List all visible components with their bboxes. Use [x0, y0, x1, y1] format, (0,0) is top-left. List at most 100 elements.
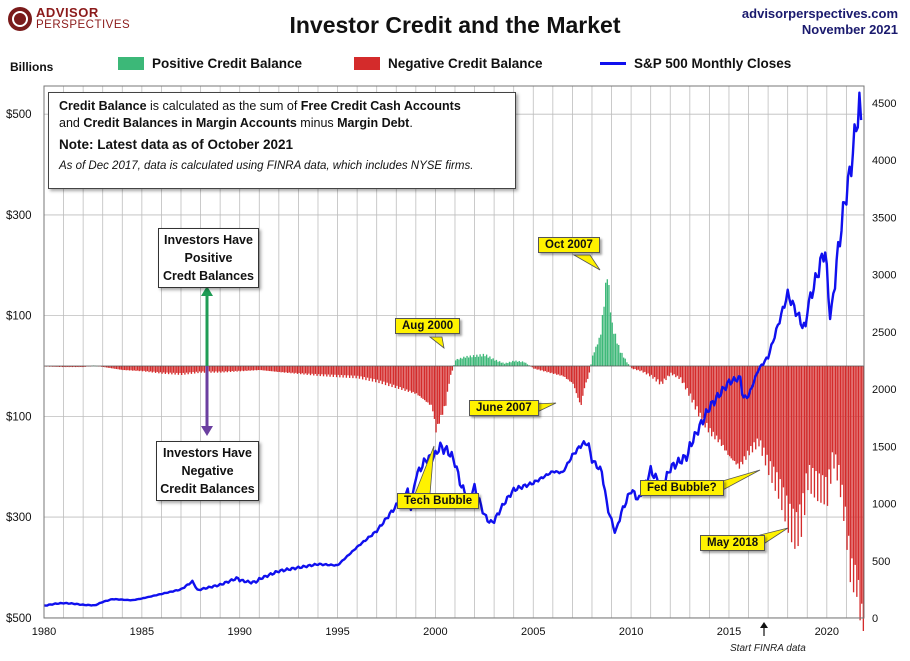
negative-bar — [844, 366, 847, 507]
negative-bar — [132, 366, 134, 371]
negative-bar — [666, 366, 669, 376]
negative-bar — [799, 366, 801, 505]
positive-bar — [503, 363, 506, 366]
negative-bar — [238, 366, 240, 371]
positive-bar — [494, 360, 496, 366]
negative-bar — [389, 366, 392, 384]
negative-bar — [79, 366, 82, 367]
negative-bar — [668, 366, 670, 377]
negative-bar — [828, 366, 830, 470]
negative-bar — [644, 366, 646, 372]
x-tick-label: 2010 — [619, 626, 643, 638]
negative-bar — [684, 366, 687, 390]
negative-bar — [758, 366, 760, 447]
x-tick-label: 1985 — [130, 626, 154, 638]
negative-bar — [750, 366, 752, 447]
negative-bar — [366, 366, 369, 378]
negative-bar — [234, 366, 237, 371]
negative-bar — [645, 366, 648, 375]
negative-bar — [574, 366, 576, 389]
negative-bar — [848, 366, 850, 536]
negative-bar — [326, 366, 328, 377]
negative-bar — [290, 366, 292, 374]
negative-bar — [420, 366, 423, 398]
negative-bar — [686, 366, 688, 389]
right-axis-ticks: 4500 4000 3500 3000 2500 2000 1500 1000 500 0 — [872, 98, 896, 625]
fed-bubble-pointer — [718, 469, 761, 493]
negative-bar — [425, 366, 427, 402]
negative-bar — [567, 366, 569, 380]
negative-bar — [130, 366, 132, 371]
right-tick-label: 4000 — [872, 155, 896, 167]
positive-bar — [603, 306, 605, 366]
negative-bar — [433, 366, 436, 419]
negative-bar — [575, 366, 577, 394]
positive-bar — [627, 364, 630, 366]
chart-title: Investor Credit and the Market — [289, 12, 621, 38]
negative-bar — [140, 366, 142, 371]
source-credit: advisorperspectives.com November 2021 — [742, 6, 898, 38]
oct2007-pointer — [572, 254, 601, 271]
annotation-tech-bubble: Tech Bubble — [397, 493, 480, 509]
negative-bar — [655, 366, 657, 382]
positive-bar — [606, 279, 608, 366]
negative-bar — [303, 366, 305, 375]
negative-bar — [270, 366, 273, 372]
negative-bar — [694, 366, 697, 410]
positive-bar — [513, 361, 516, 366]
negative-bar — [753, 366, 755, 443]
positive-bar — [528, 365, 530, 366]
annotation-fed-bubble: Fed Bubble? — [640, 480, 724, 496]
negative-bar — [110, 366, 113, 369]
negative-bar — [257, 366, 259, 371]
negative-bar — [244, 366, 246, 371]
negative-bar — [384, 366, 387, 386]
negative-bar — [662, 366, 664, 384]
negative-bar — [275, 366, 277, 372]
negative-bar — [653, 366, 656, 378]
negative-bar — [236, 366, 238, 372]
positive-bar — [468, 357, 470, 366]
negative-bar — [779, 366, 781, 480]
negative-bar — [231, 366, 233, 372]
negative-bar — [74, 366, 77, 368]
negative-bar — [807, 366, 809, 491]
positive-bar — [477, 356, 480, 366]
negative-bar — [225, 366, 227, 372]
negative-bar — [735, 366, 737, 465]
legend-sp500-label: S&P 500 Monthly Closes — [634, 56, 792, 71]
negative-bar — [742, 366, 744, 465]
negative-bar — [269, 366, 271, 372]
note-finra: As of Dec 2017, data is calculated using… — [59, 160, 474, 172]
logo-line1: ADVISOR — [36, 5, 99, 20]
left-axis-ticks: $500 $300 $100 $100 $300 $500 — [6, 109, 32, 625]
negative-bar — [397, 366, 400, 389]
methodology-note: Credit Balance is calculated as the sum … — [48, 92, 516, 189]
negative-bar — [84, 366, 87, 367]
negative-bar — [150, 366, 152, 372]
negative-bar — [120, 366, 122, 370]
negative-bar — [363, 366, 365, 378]
positive-bar — [502, 362, 504, 366]
note-term-margin-debt: Margin Debt — [337, 116, 410, 130]
negative-bar — [210, 366, 212, 373]
negative-bar — [254, 366, 256, 371]
right-tick-label: 0 — [872, 613, 878, 625]
negative-bar — [551, 366, 553, 373]
negative-bar — [272, 366, 274, 372]
negative-bar — [115, 366, 118, 370]
negative-bar — [759, 366, 762, 441]
negative-bar — [127, 366, 129, 371]
negative-bar — [846, 366, 848, 550]
negative-bar — [117, 366, 119, 370]
negative-bar — [412, 366, 414, 392]
negative-bar — [141, 366, 144, 372]
x-tick-label: 2015 — [717, 626, 741, 638]
positive-bar — [458, 359, 460, 366]
negative-bar — [198, 366, 201, 372]
negative-bar — [784, 366, 786, 522]
negative-bar — [580, 366, 582, 405]
negative-bar — [577, 366, 579, 398]
negative-bar — [536, 366, 538, 370]
negative-bar — [200, 366, 202, 373]
